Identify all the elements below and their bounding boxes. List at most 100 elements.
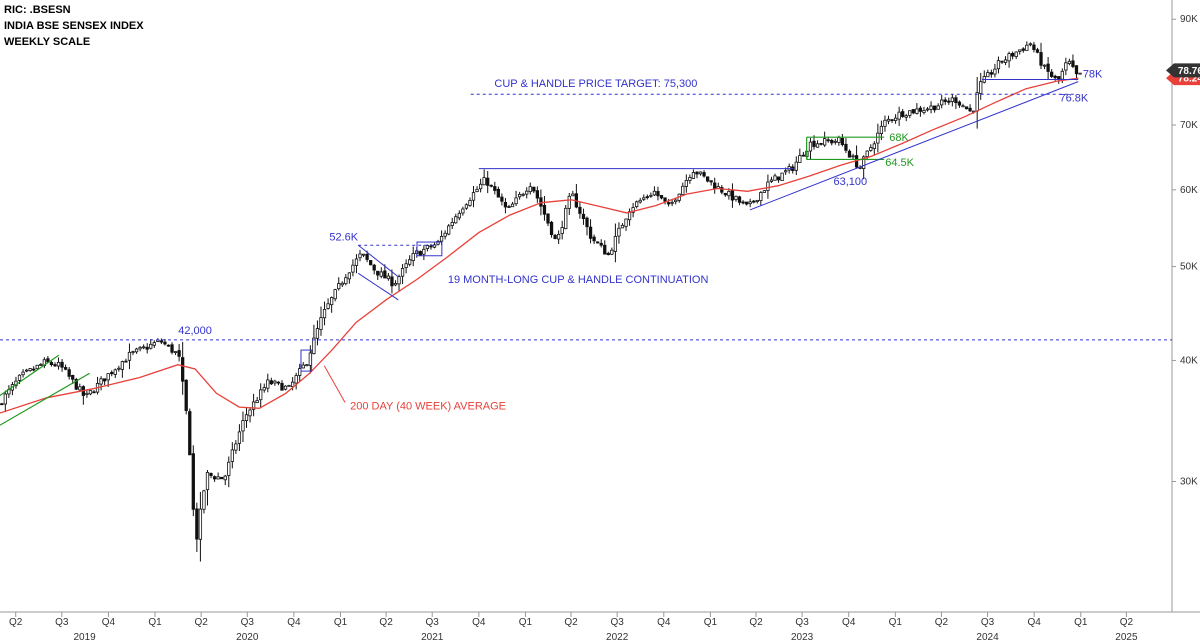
candle-body (1078, 72, 1082, 75)
candle-body (989, 72, 994, 75)
candle-body (1018, 49, 1022, 52)
candle-body (216, 476, 220, 480)
candle-body (762, 190, 767, 193)
rising-support-line (749, 81, 1079, 211)
candle-body (823, 138, 827, 146)
annotation-cup_handle_target: CUP & HANDLE PRICE TARGET: 75,300 (494, 78, 697, 90)
candle-body (63, 367, 68, 370)
candle-body (964, 106, 969, 110)
candle-body (482, 177, 486, 186)
candle-body (1021, 48, 1025, 51)
candle-body (737, 196, 742, 203)
candle-body (560, 227, 564, 234)
candle-body (901, 111, 905, 117)
x-quarter-label: Q2 (564, 617, 578, 628)
x-year-label: 2023 (791, 632, 814, 642)
candle-body (305, 364, 309, 367)
candle-body (652, 190, 657, 196)
x-quarter-label: Q2 (194, 617, 208, 628)
candle-body (581, 213, 586, 220)
candle-body (897, 111, 901, 120)
candle-body (642, 197, 646, 200)
candle-body (1042, 64, 1047, 67)
candle-body (255, 400, 259, 404)
candle-body (869, 147, 873, 151)
candle-body (932, 105, 937, 111)
candle-body (525, 190, 529, 195)
candle-body (514, 197, 518, 205)
candle-body (1025, 44, 1029, 51)
candle-body (957, 101, 962, 106)
candle-body (110, 372, 114, 375)
candle-body (911, 109, 915, 114)
candle-body (695, 171, 699, 175)
candle-body (1014, 51, 1018, 57)
candle-body (28, 368, 32, 371)
candle-body (755, 199, 759, 202)
candle-body (425, 245, 430, 249)
candle-body (975, 92, 979, 112)
candle-body (922, 110, 926, 113)
candle-body (319, 317, 323, 330)
candle-body (35, 364, 39, 370)
candle-body (404, 263, 408, 269)
candle-body (588, 226, 593, 239)
y-tick-label: 30K (1180, 476, 1198, 487)
x-year-label: 2020 (236, 632, 259, 642)
candle-body (99, 378, 103, 385)
chart-scale-note: WEEKLY SCALE (4, 36, 91, 48)
candle-body (596, 241, 600, 244)
candle-body (365, 253, 369, 260)
candle-body (663, 197, 667, 202)
candle-body (553, 234, 557, 239)
candle-body (968, 107, 972, 112)
candle-body (376, 270, 380, 276)
candle-body (191, 453, 195, 510)
candle-body (549, 221, 554, 236)
candle-body (769, 179, 774, 182)
candle-body (890, 119, 894, 122)
candle-body (943, 99, 947, 102)
candle-body (1053, 75, 1057, 79)
candle-body (929, 105, 933, 110)
candle-body (24, 369, 29, 372)
candle-body (166, 344, 171, 347)
candle-body (783, 170, 788, 173)
candle-body (674, 199, 678, 203)
candle-body (290, 381, 295, 387)
candle-body (1028, 43, 1033, 46)
candle-body (666, 202, 671, 205)
candle-body (705, 176, 710, 182)
channel-2019-lower (0, 372, 90, 426)
y-tick-label: 50K (1180, 262, 1198, 273)
candle-body (780, 172, 784, 182)
x-quarter-label: Q1 (148, 617, 162, 628)
candle-body (1060, 70, 1064, 80)
candle-body (645, 196, 649, 199)
candle-body (184, 379, 188, 411)
candle-body (418, 251, 422, 256)
candle-body (400, 268, 405, 277)
candle-body (826, 139, 830, 142)
x-year-label: 2019 (73, 632, 96, 642)
candle-body (212, 476, 217, 480)
candle-body (730, 189, 735, 201)
candle-body (432, 244, 437, 248)
candle-body (510, 203, 515, 208)
annotation-level_78k: 78K (1083, 68, 1103, 80)
candle-body (815, 143, 820, 148)
candle-body (876, 132, 880, 144)
candle-body (322, 309, 327, 319)
candle-body (145, 346, 149, 350)
candle-body (78, 386, 82, 391)
candle-body (361, 253, 366, 256)
x-quarter-label: Q2 (1120, 617, 1134, 628)
candle-body (766, 181, 770, 191)
candle-body (844, 143, 848, 151)
candle-body (723, 193, 727, 196)
candle-body (698, 171, 703, 175)
candle-body (925, 108, 930, 111)
candle-body (21, 371, 25, 376)
candle-body (234, 443, 238, 451)
